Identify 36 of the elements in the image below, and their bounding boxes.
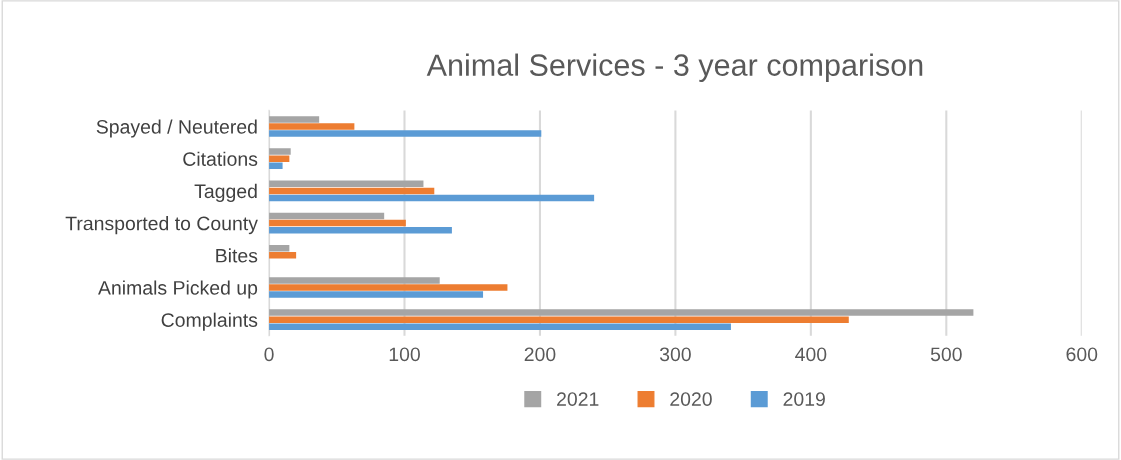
bar — [269, 277, 440, 284]
bar — [269, 187, 435, 195]
x-tick-label: 500 — [930, 347, 962, 362]
x-tick-label: 400 — [795, 347, 827, 362]
bar — [269, 194, 595, 202]
bar — [269, 212, 385, 220]
legend-label: 2021 — [557, 392, 599, 406]
y-tick-label: Complaints — [161, 312, 258, 331]
y-tick-label: Bites — [216, 248, 258, 263]
chart-title: Animal Services - 3 year comparison — [426, 53, 923, 83]
bar — [269, 252, 297, 259]
bar — [269, 123, 355, 130]
x-tick-label: 600 — [1066, 347, 1098, 362]
bar — [269, 284, 508, 291]
y-tick-label: Animals Picked up — [98, 280, 258, 299]
bar — [269, 309, 974, 316]
y-tick-label: Citations — [183, 151, 258, 166]
bar — [269, 291, 484, 298]
bar — [269, 116, 320, 123]
bar — [269, 219, 406, 227]
x-tick-label: 100 — [389, 347, 420, 362]
bar — [269, 323, 731, 331]
bar — [269, 148, 291, 155]
y-tick-label: Transported to County — [65, 216, 258, 235]
bar — [269, 180, 424, 188]
legend-label: 2020 — [670, 392, 712, 406]
bar — [269, 316, 849, 323]
x-tick-label: 0 — [264, 347, 274, 362]
legend-label: 2019 — [783, 392, 825, 406]
bar — [269, 226, 452, 234]
y-tick-label: Spayed / Neutered — [96, 119, 257, 138]
y-tick-label: Tagged — [194, 183, 257, 202]
bar — [269, 130, 542, 137]
x-tick-label: 300 — [659, 347, 691, 362]
x-tick-label: 200 — [524, 347, 556, 362]
bar — [269, 155, 290, 162]
